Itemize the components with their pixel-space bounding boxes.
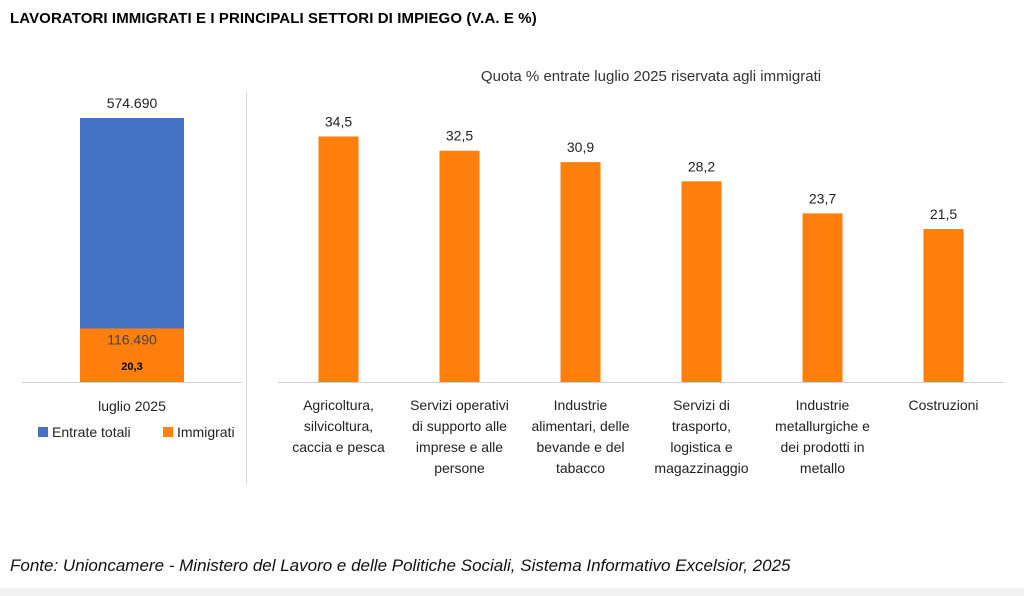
x-tick-label-6: Costruzioni: [908, 397, 978, 413]
legend-label-entrate-totali: Entrate totali: [52, 424, 131, 440]
x-tick-label-line: Industrie: [554, 397, 608, 413]
legend-swatch-entrate-totali: [38, 427, 48, 437]
x-tick-label: luglio 2025: [98, 398, 166, 414]
data-label-2: 32,5: [446, 128, 473, 144]
page-title: LAVORATORI IMMIGRATI E I PRINCIPALI SETT…: [10, 10, 537, 27]
x-tick-label-line: di supporto alle: [412, 418, 507, 434]
data-label-1: 34,5: [325, 114, 352, 130]
x-tick-label-line: tabacco: [556, 460, 605, 476]
bar-3: [560, 162, 601, 382]
x-tick-label-line: persone: [434, 460, 485, 476]
x-tick-label-line: logistica e: [670, 439, 732, 455]
x-tick-label-line: Servizi operativi: [410, 397, 509, 413]
data-label-immigrati: 116.490: [107, 331, 157, 347]
bar-immigrati: [80, 328, 184, 382]
x-tick-label-line: dei prodotti in: [780, 439, 864, 455]
x-tick-label-line: Servizi di: [673, 397, 730, 413]
bar-6: [923, 229, 964, 382]
x-tick-label-line: caccia e pesca: [292, 439, 385, 455]
bar-5: [802, 213, 843, 382]
x-tick-label-2: Servizi operativi di supporto alle imprese…: [410, 397, 509, 476]
x-tick-label-line: metallurgiche e: [775, 418, 870, 434]
bar-2: [439, 150, 480, 382]
data-label-6: 21,5: [930, 206, 957, 222]
x-tick-label-line: trasporto,: [672, 418, 731, 434]
stacked-bar-chart: 574.690 116.490 20,3 luglio 2025 Entrate tot…: [22, 95, 242, 440]
chart-title: Quota % entrate luglio 2025 riservata ag…: [481, 68, 821, 85]
data-label-5: 23,7: [809, 190, 836, 206]
x-tick-label-line: silvicoltura,: [304, 418, 373, 434]
legend-label-immigrati: Immigrati: [177, 424, 235, 440]
x-tick-label-4: Servizi di trasporto, logistica e magazzina…: [654, 397, 748, 476]
source-note: Fonte: Unioncamere - Ministero del Lavor…: [10, 556, 791, 575]
data-label-3: 30,9: [567, 139, 594, 155]
x-tick-label-line: bevande e del: [537, 439, 625, 455]
data-label-share: 20,3: [121, 361, 142, 373]
x-tick-label-line: imprese e alle: [416, 439, 503, 455]
data-label-entrate-totali: 574.690: [107, 95, 158, 111]
x-tick-label-line: magazzinaggio: [654, 460, 748, 476]
chart-divider: [246, 92, 247, 484]
x-tick-label-line: Costruzioni: [908, 397, 978, 413]
legend-swatch-immigrati: [163, 427, 173, 437]
x-tick-label-line: metallo: [800, 460, 845, 476]
x-tick-label-1: Agricoltura, silvicoltura, caccia e pesca: [292, 397, 385, 455]
data-label-4: 28,2: [688, 158, 715, 174]
x-tick-label-line: Industrie: [796, 397, 850, 413]
bar-1: [318, 136, 359, 382]
x-tick-label-line: alimentari, delle: [531, 418, 629, 434]
x-tick-label-5: Industrie metallurgiche e dei prodotti in m…: [775, 397, 870, 476]
x-tick-label-3: Industrie alimentari, delle bevande e del t…: [531, 397, 629, 476]
bar-4: [681, 181, 722, 382]
x-tick-label-line: Agricoltura,: [303, 397, 374, 413]
sector-share-chart: Quota % entrate luglio 2025 riservata ag…: [278, 68, 1004, 476]
bar-entrate-totali: [80, 118, 184, 329]
bottom-strip: [0, 588, 1024, 596]
